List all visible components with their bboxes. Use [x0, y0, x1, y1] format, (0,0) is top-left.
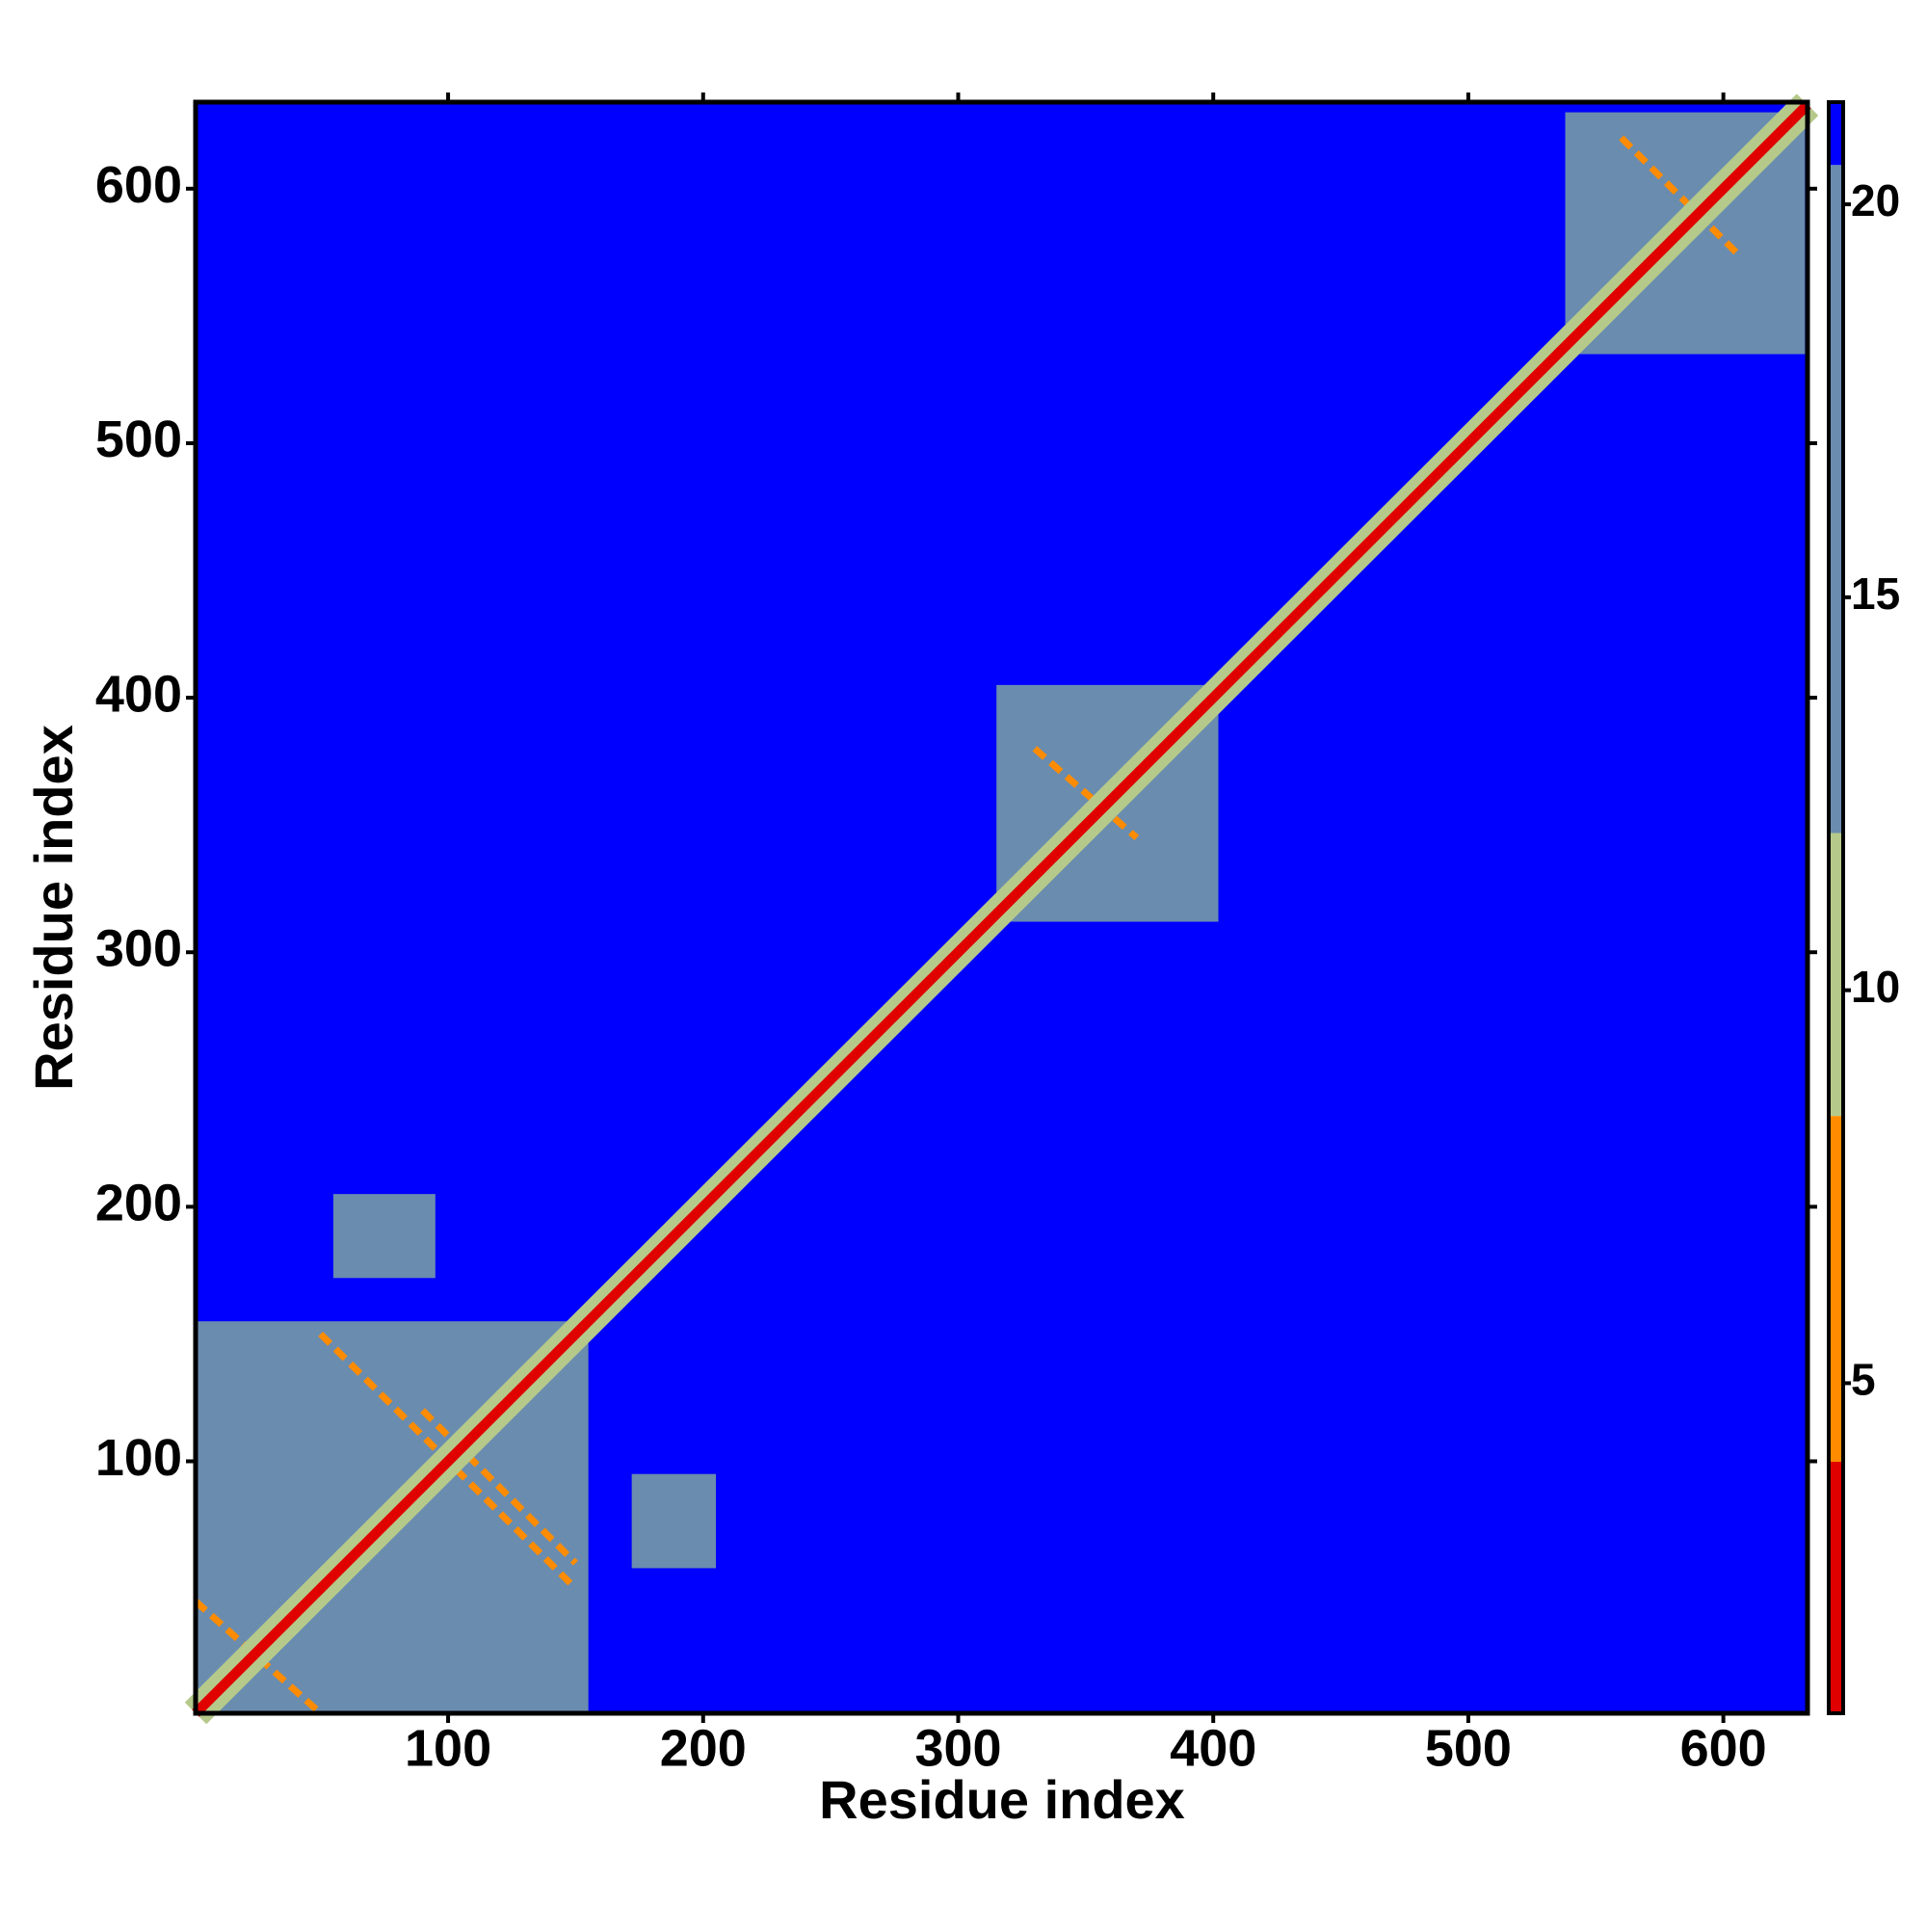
- x-tick-label: 200: [660, 1719, 747, 1777]
- colorbar-segment: [1829, 1116, 1843, 1463]
- heatmap-cell: [332, 1194, 436, 1279]
- y-tick-label: 200: [95, 1175, 182, 1232]
- x-tick-label: 400: [1170, 1719, 1256, 1777]
- x-tick-label: 100: [405, 1719, 491, 1777]
- y-tick-label: 100: [95, 1429, 182, 1487]
- heatmap-cell: [631, 1473, 717, 1569]
- plot-frame: [193, 99, 1810, 1716]
- contact-stripe: [1619, 135, 1739, 255]
- contact-stripe: [193, 1599, 324, 1716]
- x-axis-label: Residue index: [819, 1769, 1185, 1830]
- colorbar-tick-label: 15: [1851, 569, 1900, 619]
- y-axis-label: Residue index: [23, 725, 84, 1091]
- colorbar-segment: [1829, 102, 1843, 166]
- y-tick-label: 600: [95, 156, 182, 214]
- colorbar-tick-label: 20: [1851, 175, 1900, 225]
- colorbar-tick-label: 5: [1851, 1355, 1876, 1405]
- colorbar-segment: [1829, 833, 1843, 1117]
- colorbar-tick-label: 10: [1851, 962, 1900, 1012]
- colorbar-segment: [1829, 1462, 1843, 1713]
- y-tick-label: 500: [95, 410, 182, 468]
- diagonal-band: [192, 100, 1811, 1717]
- x-tick-label: 500: [1425, 1719, 1512, 1777]
- heatmap-cell: [1014, 710, 1073, 775]
- colorbar-segment: [1829, 165, 1843, 834]
- colorbar-frame: [1827, 100, 1845, 1715]
- x-tick-label: 300: [914, 1719, 1001, 1777]
- heatmap-cell: [1142, 837, 1201, 889]
- x-tick-label: 600: [1680, 1719, 1767, 1777]
- y-tick-label: 300: [95, 919, 182, 977]
- contact-stripe: [420, 1408, 578, 1566]
- y-tick-label: 400: [95, 665, 182, 723]
- contact-stripe: [1032, 746, 1140, 840]
